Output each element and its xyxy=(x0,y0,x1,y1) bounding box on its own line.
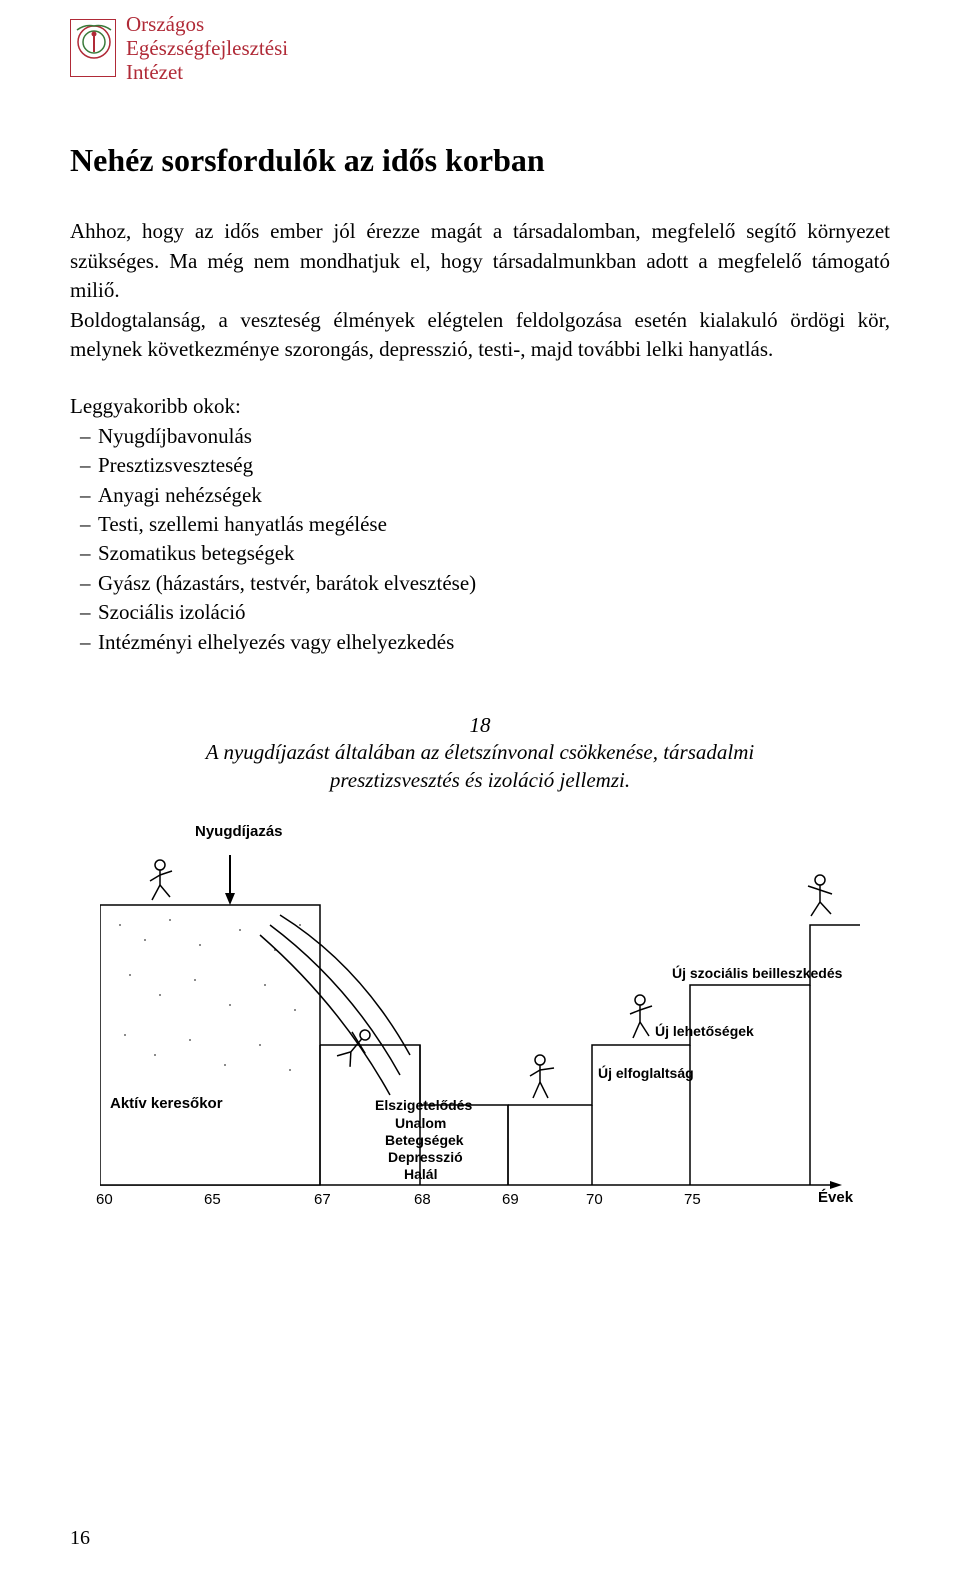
list-item: Anyagi nehézségek xyxy=(70,481,890,510)
retirement-diagram: Nyugdíjazás Aktív keresőkor Elszigetelőd… xyxy=(100,805,860,1235)
list-item: Testi, szellemi hanyatlás megélése xyxy=(70,510,890,539)
org-header: Országos Egészségfejlesztési Intézet xyxy=(70,0,890,92)
label-unalom: Unalom xyxy=(395,1115,446,1131)
org-line2: Egészségfejlesztési xyxy=(126,36,288,60)
axis-tick: 67 xyxy=(314,1191,331,1208)
document-page: Országos Egészségfejlesztési Intézet Neh… xyxy=(0,0,960,1572)
org-line1: Országos xyxy=(126,12,288,36)
axis-tick: 65 xyxy=(204,1191,221,1208)
list-item: Gyász (házastárs, testvér, barátok elves… xyxy=(70,569,890,598)
label-halal: Halál xyxy=(404,1166,437,1182)
label-elszigetelodes: Elszigetelődés xyxy=(375,1097,472,1113)
causes-list: Nyugdíjbavonulás Presztizsveszteség Anya… xyxy=(70,422,890,657)
list-item: Intézményi elhelyezés vagy elhelyezkedés xyxy=(70,628,890,657)
label-aktiv-keresokor: Aktív keresőkor xyxy=(110,1095,223,1112)
label-nyugdijazas: Nyugdíjazás xyxy=(195,823,283,840)
figure-number: 18 xyxy=(70,713,890,738)
label-uj-szocialis: Új szociális beilleszkedés xyxy=(672,965,842,981)
figure-block: 18 A nyugdíjazást általában az életszínv… xyxy=(70,713,890,1235)
list-item: Szociális izoláció xyxy=(70,598,890,627)
intro-para-1: Ahhoz, hogy az idős ember jól érezze mag… xyxy=(70,217,890,305)
label-uj-lehetosegek: Új lehetőségek xyxy=(655,1023,754,1039)
axis-tick: 69 xyxy=(502,1191,519,1208)
org-name: Országos Egészségfejlesztési Intézet xyxy=(126,12,288,84)
page-number: 16 xyxy=(70,1527,90,1550)
label-betegsegek: Betegségek xyxy=(385,1132,464,1148)
list-item: Presztizsveszteség xyxy=(70,451,890,480)
list-item: Szomatikus betegségek xyxy=(70,539,890,568)
axis-tick: 70 xyxy=(586,1191,603,1208)
axis-tick: 75 xyxy=(684,1191,701,1208)
label-uj-elfoglaltsag: Új elfoglaltság xyxy=(598,1065,694,1081)
page-title: Nehéz sorsfordulók az idős korban xyxy=(70,142,890,179)
org-line3: Intézet xyxy=(126,60,288,84)
list-intro: Leggyakoribb okok: xyxy=(70,392,890,421)
figure-caption: A nyugdíjazást általában az életszínvona… xyxy=(140,738,820,795)
org-logo xyxy=(70,19,116,77)
diagram-svg xyxy=(100,805,860,1235)
label-evek: Évek xyxy=(818,1189,853,1206)
axis-tick: 60 xyxy=(96,1191,113,1208)
list-item: Nyugdíjbavonulás xyxy=(70,422,890,451)
label-depresszio: Depresszió xyxy=(388,1149,463,1165)
axis-tick: 68 xyxy=(414,1191,431,1208)
intro-para-2: Boldogtalanság, a veszteség élmények elé… xyxy=(70,306,890,365)
